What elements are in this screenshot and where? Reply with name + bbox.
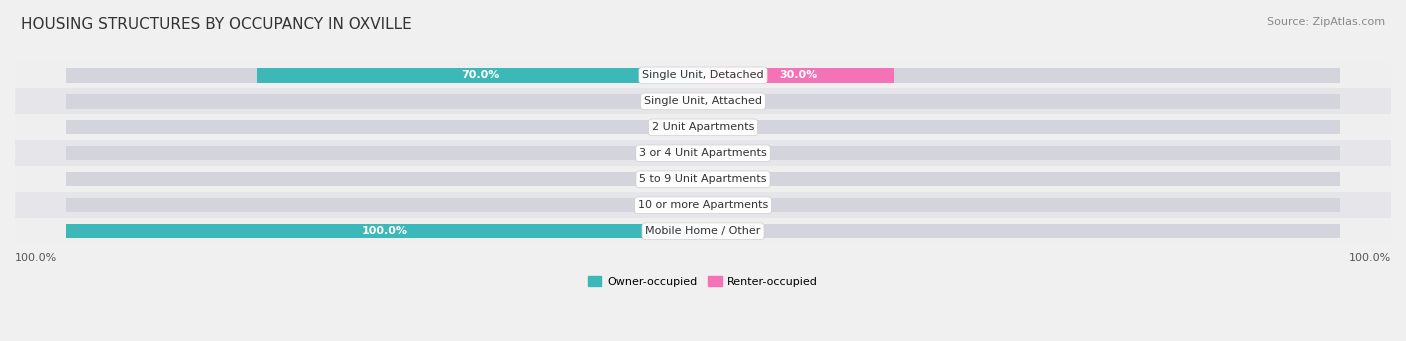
Bar <box>703 68 894 83</box>
Bar <box>703 198 1340 212</box>
Text: 0.0%: 0.0% <box>723 97 751 106</box>
Text: Source: ZipAtlas.com: Source: ZipAtlas.com <box>1267 17 1385 27</box>
Bar <box>0 218 1406 244</box>
Bar <box>703 68 1340 83</box>
Text: 0.0%: 0.0% <box>723 122 751 132</box>
Text: 0.0%: 0.0% <box>723 148 751 158</box>
Text: Single Unit, Attached: Single Unit, Attached <box>644 97 762 106</box>
Bar <box>257 68 703 83</box>
Bar <box>703 120 1340 134</box>
Bar <box>0 114 1406 140</box>
Bar <box>703 172 1340 187</box>
Bar <box>66 198 703 212</box>
Bar <box>66 120 703 134</box>
Text: 0.0%: 0.0% <box>723 174 751 184</box>
Text: 0.0%: 0.0% <box>723 226 751 236</box>
Bar <box>66 172 703 187</box>
Text: 70.0%: 70.0% <box>461 70 499 80</box>
Text: 100.0%: 100.0% <box>361 226 408 236</box>
Text: 0.0%: 0.0% <box>655 97 683 106</box>
Bar <box>703 224 1340 238</box>
Text: 3 or 4 Unit Apartments: 3 or 4 Unit Apartments <box>640 148 766 158</box>
Text: 0.0%: 0.0% <box>655 122 683 132</box>
Text: 100.0%: 100.0% <box>1348 253 1391 263</box>
Bar <box>0 140 1406 166</box>
Bar <box>0 192 1406 219</box>
Legend: Owner-occupied, Renter-occupied: Owner-occupied, Renter-occupied <box>583 271 823 291</box>
Text: 10 or more Apartments: 10 or more Apartments <box>638 200 768 210</box>
Text: 30.0%: 30.0% <box>779 70 818 80</box>
Bar <box>0 166 1406 193</box>
Bar <box>66 94 703 108</box>
Text: HOUSING STRUCTURES BY OCCUPANCY IN OXVILLE: HOUSING STRUCTURES BY OCCUPANCY IN OXVIL… <box>21 17 412 32</box>
Text: 0.0%: 0.0% <box>723 200 751 210</box>
Bar <box>66 224 703 238</box>
Bar <box>66 224 703 238</box>
Text: 100.0%: 100.0% <box>15 253 58 263</box>
Text: 5 to 9 Unit Apartments: 5 to 9 Unit Apartments <box>640 174 766 184</box>
Text: 0.0%: 0.0% <box>655 200 683 210</box>
Text: 2 Unit Apartments: 2 Unit Apartments <box>652 122 754 132</box>
Bar <box>66 146 703 161</box>
Text: Mobile Home / Other: Mobile Home / Other <box>645 226 761 236</box>
Text: 0.0%: 0.0% <box>655 148 683 158</box>
Bar <box>0 62 1406 89</box>
Bar <box>703 94 1340 108</box>
Text: Single Unit, Detached: Single Unit, Detached <box>643 70 763 80</box>
Bar <box>66 68 703 83</box>
Text: 0.0%: 0.0% <box>655 174 683 184</box>
Bar <box>703 146 1340 161</box>
Bar <box>0 88 1406 115</box>
